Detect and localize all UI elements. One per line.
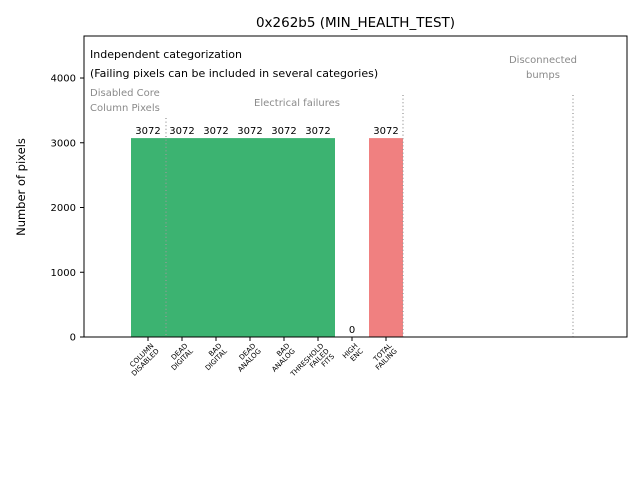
- y-tick-label-4: 4000: [51, 74, 76, 85]
- x-tick-label-7: TOTALFAILING: [369, 342, 399, 372]
- bar-value-label-0: 3072: [135, 126, 160, 137]
- section-label-disconnected-bumps: Disconnected bumps: [508, 55, 578, 81]
- y-tick-label-2: 2000: [51, 203, 76, 214]
- x-tick-label-0: COLUMNDISABLED: [125, 342, 161, 378]
- bar-value-label-2: 3072: [203, 126, 228, 137]
- bar-2: [199, 138, 233, 337]
- bar-1: [165, 138, 199, 337]
- bar-value-label-3: 3072: [237, 126, 262, 137]
- y-tick-label-1: 1000: [51, 268, 76, 279]
- x-tick-label-6: HIGHENC: [341, 342, 365, 366]
- chart-title: 0x262b5 (MIN_HEALTH_TEST): [255, 15, 456, 31]
- bar-7: [369, 138, 403, 337]
- bar-value-label-4: 3072: [271, 126, 296, 137]
- section-label-disabled-core-column-pixels: Disabled Core Column Pixels: [90, 88, 160, 114]
- bar-value-label-5: 3072: [305, 126, 330, 137]
- bar-value-label-6: 0: [349, 325, 355, 336]
- x-tick-label-3: DEADANALOG: [231, 342, 263, 374]
- x-tick-label-5: THRESHOLDFAILEDFITS: [289, 341, 337, 389]
- bar-value-label-7: 3072: [373, 126, 398, 137]
- y-axis-label: Number of pixels: [14, 138, 28, 236]
- bar-5: [301, 138, 335, 337]
- annotation-independent-categorization: Independent categorization: [90, 48, 242, 61]
- bar-3: [233, 138, 267, 337]
- bar-4: [267, 138, 301, 337]
- y-tick-label-0: 0: [70, 333, 76, 344]
- x-tick-label-2: BADDIGITAL: [199, 342, 229, 372]
- axes-frame: [83, 35, 628, 338]
- y-tick-label-3: 3000: [51, 138, 76, 149]
- bar-0: [131, 138, 165, 337]
- x-tick-label-1: DEADDIGITAL: [165, 342, 195, 372]
- annotation-failing-pixels-note: (Failing pixels can be included in sever…: [90, 67, 379, 80]
- bar-value-label-1: 3072: [169, 126, 194, 137]
- section-label-electrical-failures: Electrical failures: [254, 98, 340, 109]
